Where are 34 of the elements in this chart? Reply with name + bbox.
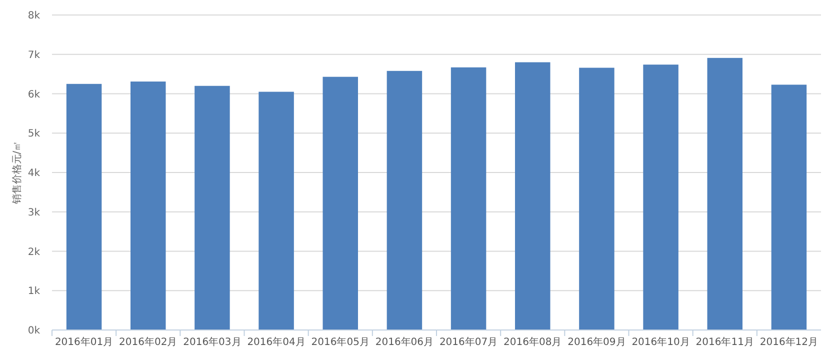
y-tick-label: 3k bbox=[28, 207, 40, 218]
bar bbox=[450, 67, 486, 330]
x-tick-label: 2016年11月 bbox=[696, 336, 754, 348]
x-tick-label: 2016年10月 bbox=[632, 336, 690, 348]
x-tick-label: 2016年12月 bbox=[760, 336, 818, 348]
y-tick-label: 2k bbox=[28, 246, 40, 258]
bar bbox=[386, 70, 422, 330]
x-tick-label: 2016年03月 bbox=[183, 336, 242, 348]
bar bbox=[643, 64, 678, 330]
x-tick-label: 2016年02月 bbox=[119, 336, 178, 348]
y-tick-label: 6k bbox=[28, 89, 40, 100]
y-tick-label: 8k bbox=[28, 10, 40, 22]
x-tick-label: 2016年07月 bbox=[439, 336, 498, 348]
bar bbox=[66, 84, 102, 330]
bar bbox=[707, 58, 742, 330]
y-tick-label: 0k bbox=[28, 326, 40, 336]
x-tick-label: 2016年06月 bbox=[375, 336, 434, 348]
x-tick-label: 2016年09月 bbox=[568, 336, 626, 348]
bar bbox=[579, 68, 614, 330]
bar bbox=[194, 86, 230, 330]
x-tick-label: 2016年05月 bbox=[311, 336, 370, 348]
y-tick-label: 5k bbox=[28, 128, 40, 140]
x-tick-label: 2016年04月 bbox=[247, 336, 306, 348]
bar bbox=[515, 62, 550, 330]
x-tick-label: 2016年01月 bbox=[54, 336, 114, 348]
bar bbox=[322, 76, 358, 330]
bar bbox=[130, 82, 166, 330]
x-tick-label: 2016年08月 bbox=[504, 336, 562, 348]
y-tick-label: 7k bbox=[28, 50, 40, 61]
y-tick-label: 4k bbox=[28, 168, 40, 179]
bar bbox=[771, 84, 807, 330]
y-axis-title: 销售价格元/㎡ bbox=[11, 140, 23, 206]
bar bbox=[258, 92, 294, 330]
y-tick-label: 1k bbox=[28, 286, 40, 298]
